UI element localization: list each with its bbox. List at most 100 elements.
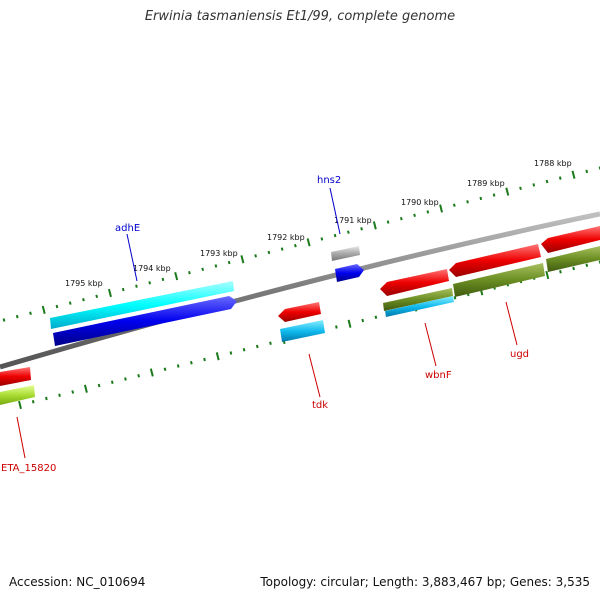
inner-track-minor-tick [110, 380, 114, 384]
accession-text: Accession: NC_010694 [9, 575, 146, 589]
outer-track-major-tick [306, 238, 311, 247]
outer-track-minor-tick [426, 210, 430, 214]
hns2-label[interactable]: hns2 [317, 175, 341, 186]
inner-track-major-tick [18, 400, 22, 410]
outer-track-minor-tick [15, 314, 19, 319]
outer-track-minor-tick [532, 183, 536, 187]
outer-track-minor-tick [82, 298, 85, 302]
diagram-title: Erwinia tasmaniensis Et1/99, complete ge… [144, 9, 456, 24]
outer-track-major-tick [174, 271, 179, 281]
inner-track-minor-tick [453, 296, 457, 300]
gene-ETA_15820-cds[interactable] [0, 367, 31, 386]
gene-ETA_15820-feature[interactable] [0, 385, 35, 405]
wbnF-label[interactable]: wbnF [425, 370, 452, 381]
eta-label[interactable]: ETA_15820 [1, 463, 56, 474]
outer-track-minor-tick [294, 243, 297, 248]
inner-track-minor-tick [176, 364, 180, 368]
outer-track-minor-tick [479, 196, 483, 201]
outer-track-minor-tick [585, 169, 589, 174]
outer-tick-track [2, 166, 600, 322]
outer-track-minor-tick [386, 220, 390, 224]
outer-track-minor-tick [201, 267, 205, 272]
reverse-features [0, 226, 600, 405]
outer-track-major-tick [571, 170, 576, 179]
gene-next-feature[interactable] [546, 246, 600, 272]
outer-track-minor-tick [121, 287, 125, 292]
tick-label-1790: 1790 kbp [401, 198, 439, 207]
inner-track-minor-tick [229, 351, 233, 355]
outer-track-minor-tick [360, 227, 363, 231]
outer-track-minor-tick [267, 250, 271, 255]
tick-label-1789: 1789 kbp [467, 179, 505, 188]
outer-track-minor-tick [347, 230, 350, 234]
outer-track-major-tick [372, 221, 377, 230]
tick-label-1794: 1794 kbp [133, 264, 171, 273]
inner-track-minor-tick [335, 325, 338, 329]
inner-track-minor-tick [242, 348, 246, 352]
inner-track-minor-tick [71, 390, 75, 394]
outer-track-minor-tick [214, 264, 218, 268]
outer-track-minor-tick [333, 233, 337, 238]
eta-leader [16, 416, 26, 459]
gene-labels: adhE hns2 tdk wbnF ugd ETA_15820 [1, 175, 529, 474]
gene-wbnF-subfeature[interactable] [385, 296, 454, 317]
outer-track-minor-tick [452, 203, 456, 207]
tick-labels: 1795 kbp 1794 kbp 1793 kbp 1792 kbp 1791… [65, 159, 572, 288]
inner-tick-track [18, 260, 600, 410]
inner-track-minor-tick [58, 393, 61, 397]
outer-track-minor-tick [280, 247, 284, 251]
outer-track-major-tick [505, 187, 510, 196]
outer-track-minor-tick [148, 281, 152, 285]
inner-track-minor-tick [45, 396, 48, 401]
outer-track-minor-tick [161, 277, 165, 282]
inner-track-minor-tick [361, 318, 365, 323]
tdk-label[interactable]: tdk [312, 400, 328, 411]
adhE-label[interactable]: adhE [115, 223, 140, 234]
outer-track-major-tick [439, 204, 444, 213]
outer-track-minor-tick [466, 200, 469, 204]
inner-track-major-tick [215, 352, 220, 361]
inner-track-minor-tick [559, 270, 562, 274]
outer-track-minor-tick [188, 271, 191, 275]
inner-track-minor-tick [190, 361, 193, 365]
gene-wbnF-feature[interactable] [383, 288, 453, 311]
gene-ugd-cds[interactable] [449, 244, 541, 277]
outer-track-minor-tick [227, 260, 231, 265]
inner-track-major-tick [545, 270, 550, 280]
gene-ugd-feature[interactable] [453, 263, 545, 297]
gene-tdk-cds[interactable] [278, 302, 321, 322]
inner-track-minor-tick [269, 341, 272, 345]
gene-adhE-feature[interactable] [50, 281, 234, 329]
inner-track-minor-tick [374, 315, 378, 319]
gene-next-cds[interactable] [541, 226, 600, 253]
outer-track-minor-tick [399, 216, 403, 221]
tdk-leader [308, 353, 321, 398]
tick-label-1793: 1793 kbp [200, 249, 238, 258]
gene-hns2-cds[interactable] [335, 264, 364, 282]
outer-track-minor-tick [545, 179, 549, 184]
forward-features [50, 246, 364, 346]
gene-hns2-feature[interactable] [331, 246, 360, 261]
outer-track-minor-tick [558, 176, 562, 180]
genome-backbone [0, 211, 600, 370]
outer-track-minor-tick [68, 301, 72, 305]
outer-track-minor-tick [55, 304, 59, 309]
outer-track-minor-tick [135, 284, 138, 288]
gene-adhE-cds[interactable] [53, 296, 237, 346]
outer-track-major-tick [240, 255, 245, 264]
gene-tdk-feature[interactable] [280, 320, 325, 342]
tick-label-1788: 1788 kbp [534, 159, 572, 168]
ugd-label[interactable]: ugd [510, 349, 529, 360]
wbnF-leader [424, 322, 437, 367]
inner-track-minor-tick [97, 383, 101, 388]
ugd-leader [505, 301, 518, 346]
outer-track-major-tick [41, 305, 46, 314]
outer-track-minor-tick [2, 318, 6, 322]
hns2-leader [329, 187, 341, 235]
gene-wbnF-cds[interactable] [380, 269, 449, 296]
inner-track-minor-tick [255, 344, 259, 349]
inner-track-minor-tick [31, 400, 35, 404]
inner-track-minor-tick [163, 367, 167, 371]
tick-label-1792: 1792 kbp [267, 233, 305, 242]
outer-track-minor-tick [29, 311, 32, 315]
